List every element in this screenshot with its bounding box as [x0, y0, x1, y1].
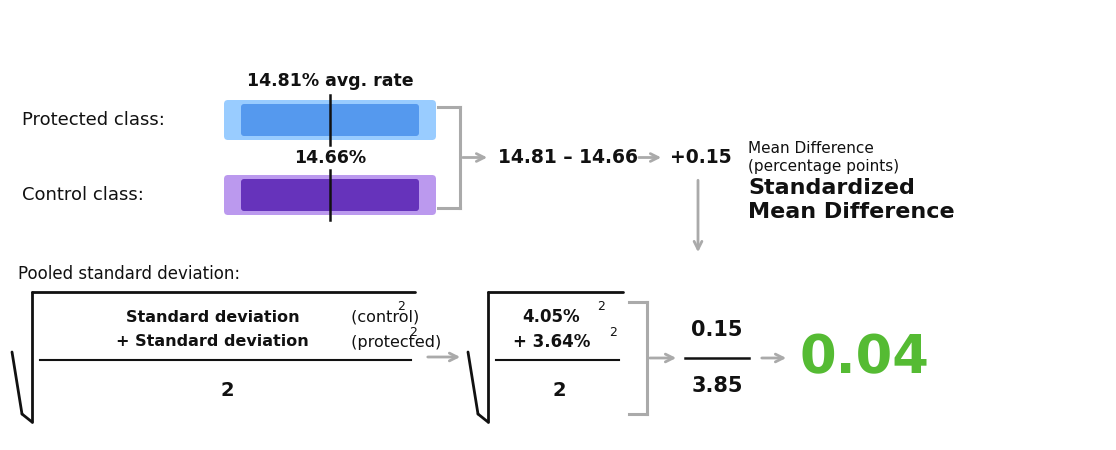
Text: 4.05%: 4.05%	[522, 308, 580, 326]
Text: 0.04: 0.04	[799, 332, 929, 384]
Text: 14.81 – 14.66: 14.81 – 14.66	[498, 148, 638, 167]
Text: Pooled standard deviation:: Pooled standard deviation:	[18, 265, 240, 283]
Text: Control class:: Control class:	[22, 186, 144, 204]
Text: 14.66%: 14.66%	[294, 149, 366, 167]
FancyBboxPatch shape	[241, 179, 418, 211]
Text: 3.85: 3.85	[691, 376, 743, 396]
Text: Mean Difference
(percentage points): Mean Difference (percentage points)	[748, 141, 899, 174]
Text: 2: 2	[609, 325, 617, 338]
Text: 14.81% avg. rate: 14.81% avg. rate	[247, 72, 413, 90]
Text: (protected): (protected)	[346, 334, 441, 350]
FancyBboxPatch shape	[224, 100, 436, 140]
Text: Standardized
Mean Difference: Standardized Mean Difference	[748, 178, 954, 221]
Text: 2: 2	[221, 381, 234, 400]
Text: +0.15: +0.15	[670, 148, 732, 167]
FancyBboxPatch shape	[224, 175, 436, 215]
Text: 2: 2	[397, 301, 405, 314]
Text: (control): (control)	[346, 310, 418, 324]
Text: 2: 2	[552, 381, 566, 400]
Text: + 3.64%: + 3.64%	[513, 333, 590, 351]
Text: + Standard deviation: + Standard deviation	[116, 334, 309, 350]
Text: 0.15: 0.15	[691, 320, 743, 340]
Text: 2: 2	[597, 301, 605, 314]
Text: Standard deviation: Standard deviation	[126, 310, 299, 324]
Text: Protected class:: Protected class:	[22, 111, 165, 129]
FancyBboxPatch shape	[241, 104, 418, 136]
Text: 2: 2	[410, 325, 417, 338]
